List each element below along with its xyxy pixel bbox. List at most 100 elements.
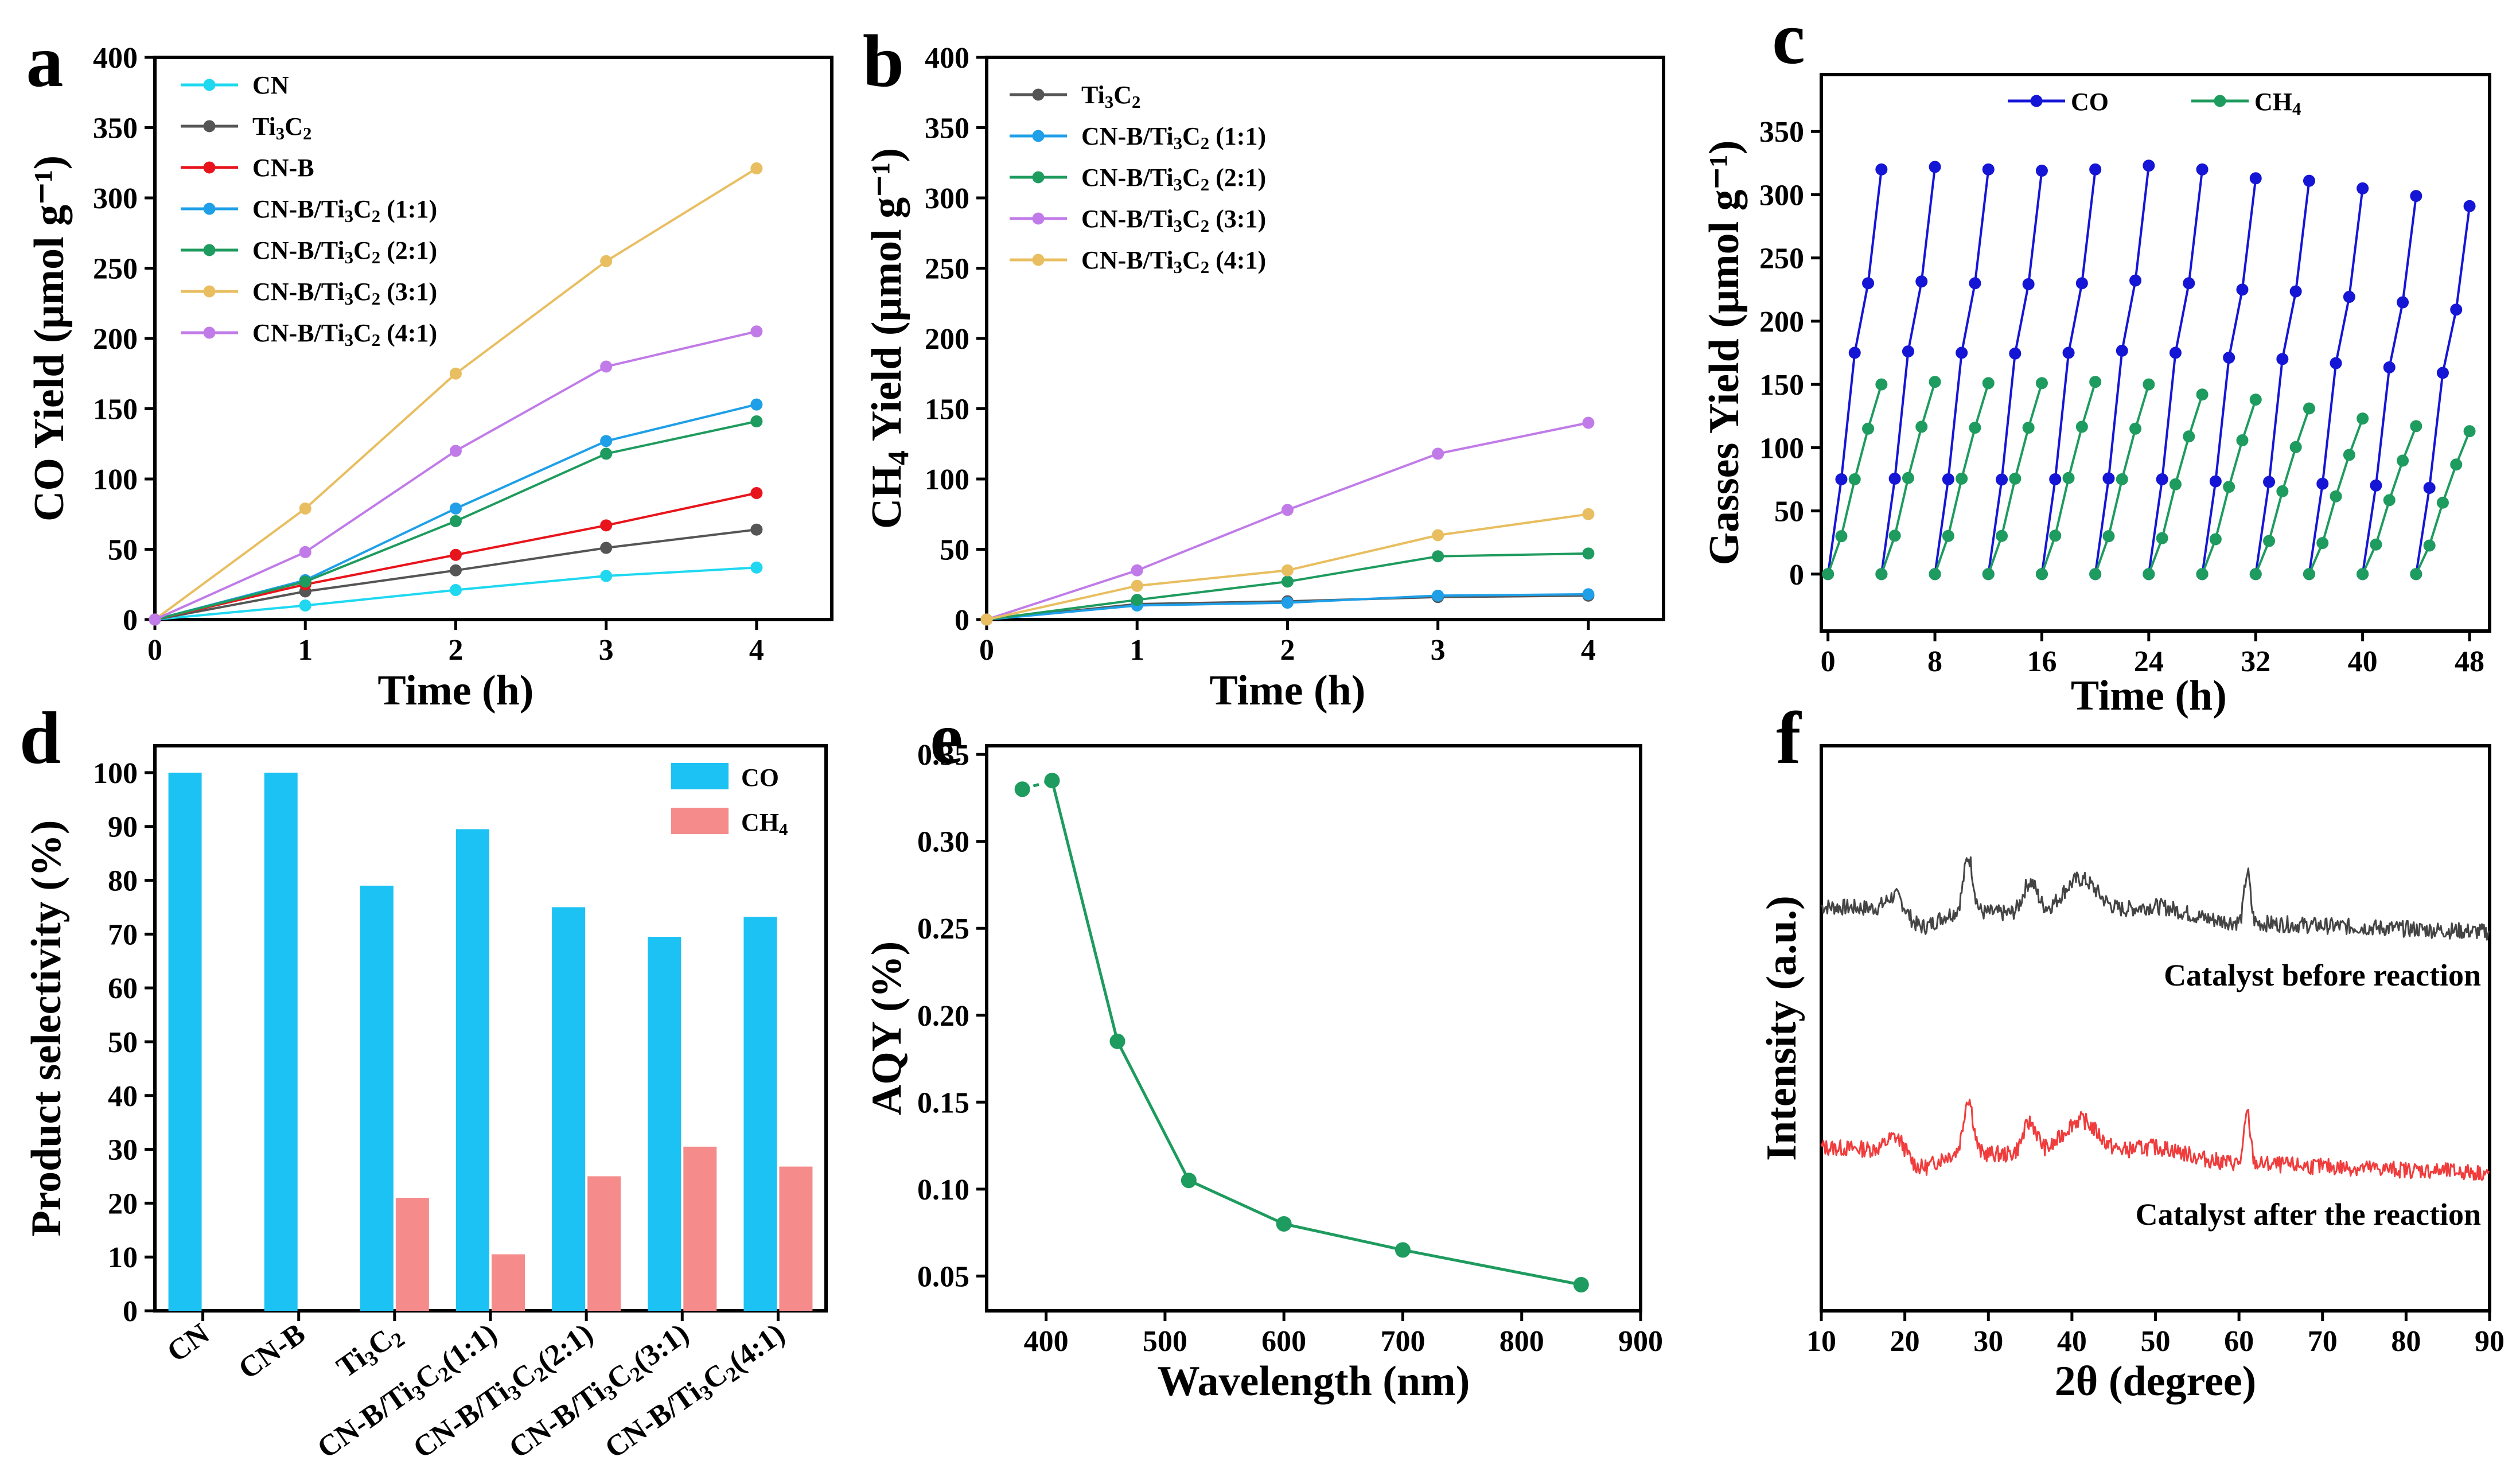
data-point [149, 613, 161, 626]
data-point [2289, 285, 2302, 298]
y-tick-label: 0.15 [917, 1087, 969, 1119]
y-axis-label: Product selectivity (%) [23, 820, 70, 1236]
legend-label: Ti3C2 [252, 112, 311, 143]
data-point [203, 326, 216, 339]
data-point [2214, 95, 2226, 107]
ch4-bar [587, 1176, 621, 1311]
x-tick-label: 10 [1806, 1325, 1836, 1358]
y-tick-label: 400 [925, 42, 969, 75]
co-bar [743, 917, 777, 1311]
data-point [2089, 568, 2102, 581]
legend-label: CN-B/Ti3C2 (3:1) [1081, 205, 1266, 236]
data-point [1131, 579, 1143, 592]
data-point [2089, 376, 2102, 388]
data-point [750, 487, 763, 499]
y-tick-label: 150 [93, 394, 138, 426]
data-point [2423, 539, 2436, 552]
data-point [2129, 422, 2142, 435]
x-tick-label: 24 [2134, 645, 2164, 678]
data-point [1875, 163, 1888, 176]
co-bar [264, 772, 298, 1311]
panel-label-c: c [1772, 0, 1805, 80]
x-tick-label: 900 [1618, 1325, 1663, 1358]
data-point [1432, 550, 1444, 563]
y-tick-label: 100 [93, 464, 138, 496]
data-point [2116, 473, 2128, 485]
data-point [600, 542, 613, 554]
co-cycle-line [2040, 169, 2097, 575]
annotation-before: Catalyst before reaction [2164, 958, 2481, 992]
data-point [2236, 434, 2249, 447]
y-tick-label: 300 [925, 182, 969, 215]
data-point [2035, 377, 2048, 390]
data-point [2169, 346, 2182, 359]
x-tick-label: 32 [2241, 645, 2270, 678]
data-point [600, 255, 613, 267]
panel-c: 0 8 16 24 32 40 48 0 50 100 150 200 250 300 350 CO CH4 Ti… [1701, 0, 2491, 719]
data-point [299, 502, 311, 515]
data-point [1044, 773, 1060, 789]
data-point [1281, 575, 1294, 588]
data-point [1032, 254, 1045, 266]
legend-label-co: CO [2071, 88, 2109, 116]
x-axis-label: Time (h) [377, 667, 533, 714]
data-point [1582, 416, 1595, 429]
data-point [203, 203, 216, 215]
data-point [449, 367, 462, 380]
y-tick-label: 80 [108, 865, 138, 898]
data-point [2183, 277, 2195, 290]
panel-label-b: b [863, 20, 904, 103]
panel-label-d: d [20, 697, 61, 780]
data-point [2316, 537, 2329, 550]
data-point [1032, 171, 1045, 184]
data-point [2143, 568, 2155, 581]
data-point [1281, 597, 1294, 609]
data-point [203, 161, 216, 174]
data-point [2450, 458, 2463, 471]
data-point [2370, 538, 2382, 551]
co-cycle-line [2361, 196, 2417, 575]
data-point [1862, 277, 1875, 290]
y-tick-label: 400 [93, 42, 138, 75]
xrd-before-line [1820, 856, 2490, 941]
data-point [2022, 278, 2035, 290]
co-cycle-line [1987, 170, 2043, 575]
data-point [203, 79, 216, 91]
y-tick-label: 350 [93, 112, 138, 145]
y-tick-label: 150 [925, 394, 969, 426]
ch4-bar [683, 1146, 717, 1311]
co-cycle-line [2201, 178, 2257, 575]
data-point [1915, 420, 1928, 433]
data-point [2410, 420, 2422, 433]
data-point [2383, 494, 2396, 507]
data-point [2436, 367, 2449, 379]
y-tick-label: 50 [940, 534, 969, 567]
data-point [2357, 182, 2369, 194]
data-point [1862, 422, 1875, 435]
data-point [1875, 378, 1888, 391]
data-point [2075, 277, 2088, 290]
x-category-label: CN-B/Ti3C2(4:1) [599, 1317, 792, 1467]
data-point [2223, 481, 2235, 493]
co-cycle-line [2094, 165, 2150, 575]
data-point [1109, 1033, 1125, 1049]
data-point [2223, 351, 2235, 364]
data-point [2196, 388, 2209, 401]
y-tick-label: 0.20 [917, 1000, 969, 1033]
x-tick-label: 8 [1927, 645, 1942, 678]
plot-frame [985, 744, 1642, 1313]
x-tick-label: 800 [1499, 1325, 1544, 1358]
data-point [2156, 532, 2168, 544]
data-point [1996, 529, 2008, 542]
data-point [1432, 589, 1444, 602]
data-point [1942, 529, 1954, 542]
x-category-label: CN-B [233, 1317, 311, 1386]
y-axis-label: Gasses Yield (μmol g⁻¹) [1701, 140, 1748, 565]
data-point [2062, 472, 2075, 484]
y-tick-label: 150 [1759, 369, 1804, 402]
x-axis-label: 2θ (degree) [2055, 1358, 2257, 1405]
data-point [600, 570, 613, 582]
data-point [2049, 473, 2062, 485]
y-axis-label: CO Yield (μmol g⁻¹) [26, 155, 73, 521]
